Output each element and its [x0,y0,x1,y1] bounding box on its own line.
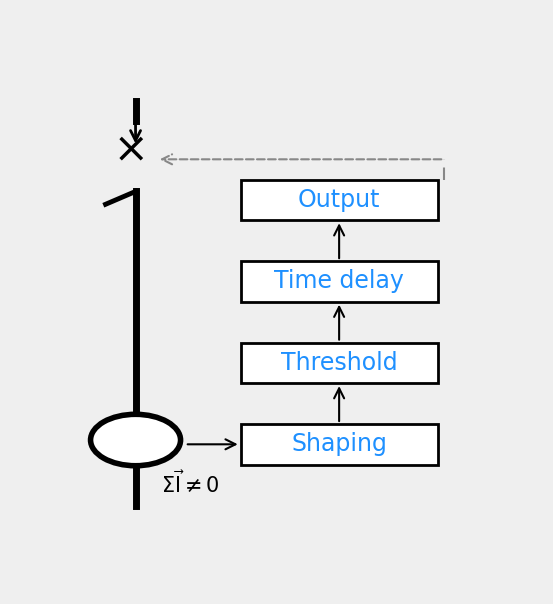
Text: Threshold: Threshold [281,351,398,375]
Bar [241,179,438,220]
Text: $\Sigma \vec{\mathrm{I}} \neq 0$: $\Sigma \vec{\mathrm{I}} \neq 0$ [161,470,220,496]
Bar [241,424,438,464]
Bar [241,261,438,302]
Text: Shaping: Shaping [291,432,387,456]
Ellipse shape [91,414,180,466]
Text: Time delay: Time delay [274,269,404,294]
Text: Output: Output [298,188,380,212]
Bar [241,342,438,383]
